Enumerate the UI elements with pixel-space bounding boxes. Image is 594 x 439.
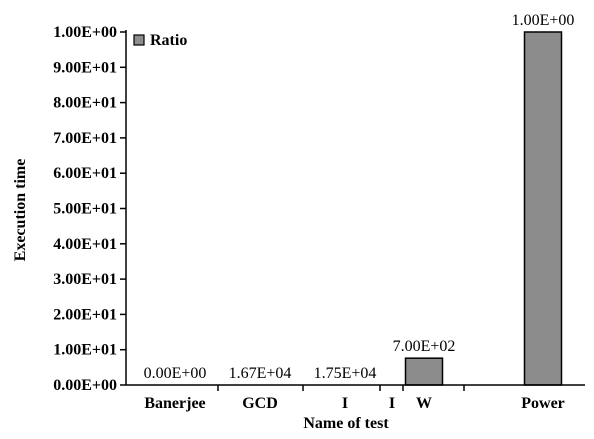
data-label: 7.00E+02 [393, 338, 456, 355]
y-tick-label: 0.00E+00 [53, 377, 117, 394]
y-tick-label: 9.00E+01 [53, 59, 117, 76]
data-labels: 0.00E+00 1.67E+04 1.75E+04 7.00E+02 1.00E+00 [144, 12, 575, 382]
y-axis-ticks: 0.00E+00 1.00E+01 2.00E+01 3.00E+01 4.00E+01… [53, 24, 126, 394]
y-tick-label: 1.00E+00 [53, 24, 117, 41]
x-axis-ticks: Banerjee GCD I I W Power [144, 385, 565, 412]
legend: Ratio [133, 32, 187, 49]
x-tick-label: Power [521, 395, 565, 412]
data-label: 1.00E+00 [512, 12, 575, 29]
data-label: 1.67E+04 [229, 365, 292, 382]
x-tick-label: W [416, 395, 432, 412]
bar-w [404, 357, 444, 386]
legend-label: Ratio [150, 32, 187, 49]
y-axis-title: Execution time [12, 159, 29, 262]
y-tick-label: 2.00E+01 [53, 306, 117, 323]
y-tick-label: 8.00E+01 [53, 95, 117, 112]
y-tick-label: 5.00E+01 [53, 201, 117, 218]
y-tick-label: 1.00E+01 [53, 342, 117, 359]
bars [404, 31, 563, 386]
x-tick-label: I [342, 395, 348, 412]
y-tick-label: 7.00E+01 [53, 130, 117, 147]
y-tick-label: 3.00E+01 [53, 271, 117, 288]
x-tick-label: Banerjee [144, 395, 205, 412]
data-label: 0.00E+00 [144, 365, 207, 382]
axes [125, 30, 585, 386]
y-tick-label: 6.00E+01 [53, 165, 117, 182]
bar-power [523, 31, 563, 386]
x-tick-label: I [389, 395, 395, 412]
x-axis-title: Name of test [303, 415, 389, 432]
y-tick-label: 4.00E+01 [53, 236, 117, 253]
x-tick-label: GCD [242, 395, 278, 412]
legend-swatch [133, 34, 145, 46]
data-label: 1.75E+04 [314, 365, 377, 382]
